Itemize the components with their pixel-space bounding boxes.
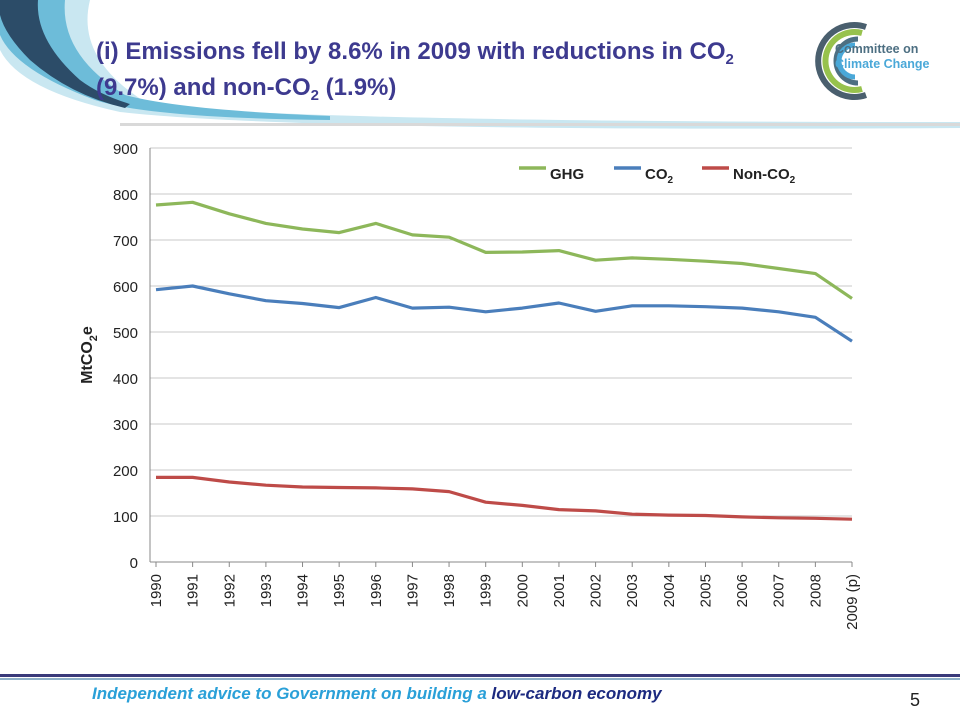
slide-title: (i) Emissions fell by 8.6% in 2009 with …: [96, 34, 786, 106]
header-rule: [120, 123, 960, 126]
legend-label-non-co: Non-CO2: [733, 166, 796, 186]
logo-line-1: Committee on: [835, 42, 919, 56]
y-tick-label: 800: [113, 187, 138, 204]
title-text-1: (i) Emissions fell by 8.6% in 2009 with …: [96, 38, 726, 65]
x-tick-label: 1990: [148, 574, 165, 607]
y-tick-label: 100: [113, 509, 138, 526]
y-tick-label: 300: [113, 417, 138, 434]
x-tick-label: 2000: [514, 574, 531, 607]
x-tick-label: 2002: [588, 574, 605, 607]
y-axis-label: MtCO2e: [79, 326, 100, 384]
x-tick-label: 2009 (p): [844, 574, 861, 630]
logo-rings: [815, 22, 867, 100]
title-subscript-1: 2: [725, 51, 734, 68]
x-tick-label: 2005: [697, 574, 714, 607]
footer-rule-light: [0, 678, 960, 680]
series-line-ghg: [155, 200, 853, 300]
title-text-3: (1.9%): [319, 74, 397, 101]
y-tick-label: 200: [113, 463, 138, 480]
logo-line-2: Climate Change: [835, 57, 930, 71]
legend-label-co: CO2: [645, 166, 674, 186]
x-tick-label: 1998: [441, 574, 458, 607]
x-tick-label: 1992: [221, 574, 238, 607]
x-tick-label: 1999: [478, 574, 495, 607]
y-tick-label: 600: [113, 279, 138, 296]
title-text-2: (9.7%) and non-CO: [96, 74, 311, 101]
x-tick-label: 2004: [661, 574, 678, 607]
x-tick-label: 2001: [551, 574, 568, 607]
footer-text-1: Independent advice to Government on buil…: [92, 684, 492, 703]
footer-text-2: low-carbon economy: [491, 684, 662, 703]
y-tick-label: 500: [113, 325, 138, 342]
page-number: 5: [910, 690, 921, 710]
x-tick-label: 2008: [807, 574, 824, 607]
x-tick-label: 1994: [295, 574, 312, 607]
footer-rule-dark: [0, 674, 960, 677]
emissions-line-chart: 0 100 200 300 400 500 600 700 800 900 1990 1991 1992…: [79, 141, 861, 630]
y-tick-label: 0: [130, 555, 138, 572]
header-swoosh-dark: [0, 0, 130, 108]
x-tick-label: 1995: [331, 574, 348, 607]
x-tick-label: 1997: [404, 574, 421, 607]
x-tick-label: 1991: [185, 574, 202, 607]
series-line-non-co: [156, 475, 853, 521]
x-tick-label: 1993: [258, 574, 275, 607]
y-tick-label: 900: [113, 141, 138, 158]
legend-label-ghg: GHG: [550, 166, 584, 183]
footer-tagline: Independent advice to Government on buil…: [92, 684, 662, 704]
x-tick-label: 2007: [771, 574, 788, 607]
y-tick-label: 400: [113, 371, 138, 388]
title-subscript-2: 2: [310, 87, 320, 104]
series-line-co: [155, 284, 853, 343]
logo: Committee on Climate Change: [835, 42, 929, 72]
x-tick-label: 2006: [734, 574, 751, 607]
x-tick-label: 1996: [368, 574, 385, 607]
x-tick-label: 2003: [624, 574, 641, 607]
y-tick-label: 700: [113, 233, 138, 250]
